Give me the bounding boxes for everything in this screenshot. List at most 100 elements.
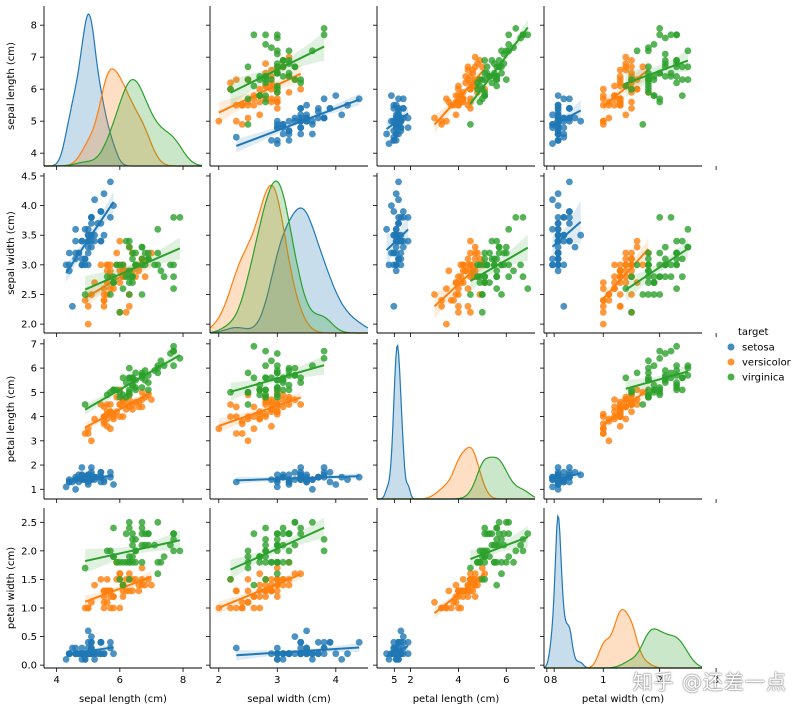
y-tick-label: 2 xyxy=(31,461,37,472)
point-versicolor xyxy=(633,243,641,251)
point-versicolor xyxy=(605,291,613,298)
point-setosa xyxy=(554,464,562,471)
reg-line-versicolor xyxy=(218,573,302,609)
point-virginica xyxy=(170,530,178,538)
point-virginica xyxy=(138,518,146,526)
legend-title: target xyxy=(738,327,768,338)
point-virginica xyxy=(291,541,299,549)
point-setosa xyxy=(320,95,328,103)
point-versicolor xyxy=(622,249,630,257)
point-virginica xyxy=(667,73,675,80)
point-setosa xyxy=(84,261,92,269)
reg-line-versicolor xyxy=(602,388,650,426)
legend: target setosa versicolor virginica xyxy=(727,327,792,384)
point-virginica xyxy=(154,558,162,566)
point-setosa xyxy=(297,114,305,122)
point-virginica xyxy=(650,388,658,396)
x-tick-label: 1 xyxy=(600,675,606,686)
point-setosa xyxy=(392,656,400,663)
point-versicolor xyxy=(471,243,479,251)
reg-line-virginica xyxy=(469,246,529,282)
point-virginica xyxy=(297,379,305,386)
point-setosa xyxy=(397,249,405,257)
point-setosa xyxy=(100,478,108,486)
point-setosa xyxy=(392,267,400,275)
point-setosa xyxy=(273,656,281,663)
point-virginica xyxy=(262,524,269,532)
point-virginica xyxy=(297,524,305,532)
point-virginica xyxy=(467,564,474,572)
point-versicolor xyxy=(611,101,618,109)
point-versicolor xyxy=(599,279,607,286)
point-virginica xyxy=(673,342,680,350)
point-virginica xyxy=(645,369,652,377)
y-tick-label: 0.5 xyxy=(21,632,37,643)
point-versicolor xyxy=(622,415,630,423)
point-setosa xyxy=(549,261,556,269)
point-virginica xyxy=(673,79,680,87)
point-versicolor xyxy=(452,111,460,119)
point-versicolor xyxy=(232,604,240,612)
reg-line-setosa xyxy=(66,474,114,482)
point-virginica xyxy=(273,536,281,543)
x-axis-label: sepal width (cm) xyxy=(247,694,331,705)
point-virginica xyxy=(256,391,264,399)
point-setosa xyxy=(81,225,89,233)
point-virginica xyxy=(633,369,641,377)
y-tick-label: 3.0 xyxy=(21,260,37,271)
point-setosa xyxy=(107,638,114,646)
point-virginica xyxy=(650,381,658,389)
y-tick-label: 0.0 xyxy=(21,661,37,672)
point-setosa xyxy=(303,650,310,658)
point-setosa xyxy=(309,656,316,663)
point-setosa xyxy=(571,243,579,251)
point-virginica xyxy=(476,547,484,555)
point-virginica xyxy=(262,92,269,99)
point-setosa xyxy=(554,137,562,144)
point-versicolor xyxy=(467,570,474,578)
point-virginica xyxy=(110,279,117,286)
point-setosa xyxy=(320,114,328,122)
y-tick-label: 1.5 xyxy=(21,575,37,586)
point-virginica xyxy=(650,92,658,99)
point-virginica xyxy=(493,524,501,532)
point-versicolor xyxy=(459,593,467,600)
point-versicolor xyxy=(107,261,114,269)
point-virginica xyxy=(502,558,510,566)
point-setosa xyxy=(399,95,407,103)
point-setosa xyxy=(392,190,400,198)
point-setosa xyxy=(107,468,114,476)
point-virginica xyxy=(144,386,152,394)
point-virginica xyxy=(154,249,162,257)
point-virginica xyxy=(678,386,686,394)
point-virginica xyxy=(488,79,496,87)
point-versicolor xyxy=(227,413,234,420)
point-setosa xyxy=(392,124,400,131)
point-versicolor xyxy=(431,114,438,122)
reg-line-setosa xyxy=(65,201,115,274)
point-virginica xyxy=(498,558,505,566)
point-setosa xyxy=(97,237,105,245)
point-versicolor xyxy=(443,117,450,125)
point-virginica xyxy=(244,63,252,71)
point-virginica xyxy=(262,393,269,401)
point-setosa xyxy=(107,214,114,221)
point-virginica xyxy=(170,547,178,555)
point-setosa xyxy=(88,214,95,221)
point-virginica xyxy=(673,285,680,292)
y-tick-label: 4 xyxy=(31,149,37,160)
point-setosa xyxy=(320,464,328,471)
reg-line-setosa xyxy=(235,98,360,147)
point-versicolor xyxy=(138,388,146,396)
point-versicolor xyxy=(599,430,607,437)
legend-label-versicolor: versicolor xyxy=(742,358,792,369)
point-versicolor xyxy=(462,267,469,275)
point-setosa xyxy=(554,267,562,275)
point-versicolor xyxy=(443,95,450,103)
point-versicolor xyxy=(611,95,618,103)
point-virginica xyxy=(125,524,133,532)
point-versicolor xyxy=(459,261,467,269)
point-virginica xyxy=(678,374,686,382)
point-virginica xyxy=(493,267,501,275)
point-versicolor xyxy=(616,95,624,103)
